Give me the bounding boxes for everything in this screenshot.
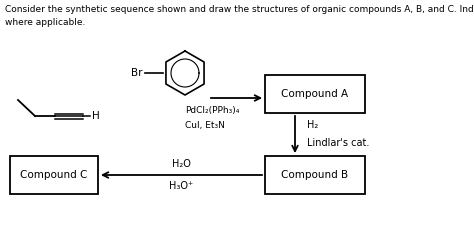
Bar — [265, 75, 365, 113]
Text: PdCl₂(PPh₃)₄: PdCl₂(PPh₃)₄ — [185, 106, 239, 115]
Text: Compound C: Compound C — [20, 170, 88, 180]
Text: Br: Br — [130, 68, 142, 78]
Text: Lindlar's cat.: Lindlar's cat. — [307, 138, 369, 148]
Text: H₃O⁺: H₃O⁺ — [169, 181, 193, 191]
Text: H₂O: H₂O — [172, 159, 191, 169]
Text: Consider the synthetic sequence shown and draw the structures of organic compoun: Consider the synthetic sequence shown an… — [5, 5, 474, 14]
Bar — [10, 156, 98, 194]
Text: where applicable.: where applicable. — [5, 18, 85, 27]
Text: H₂: H₂ — [307, 119, 318, 129]
Text: Compound A: Compound A — [282, 89, 348, 99]
Text: Compound B: Compound B — [282, 170, 348, 180]
Text: Cul, Et₃N: Cul, Et₃N — [185, 121, 225, 130]
Text: H: H — [92, 111, 100, 121]
Bar — [265, 156, 365, 194]
